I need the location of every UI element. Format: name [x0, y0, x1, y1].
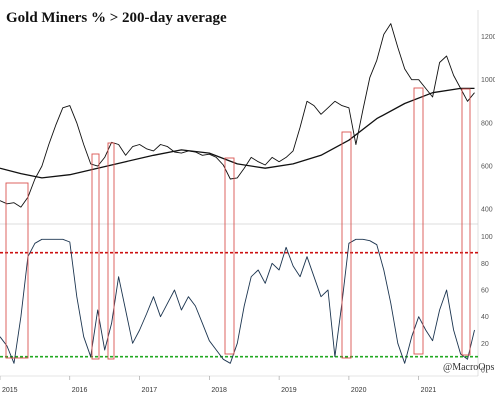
highlight-box — [5, 182, 29, 359]
top-y-ticks: 1200 1000 800 600 400 — [481, 34, 495, 214]
x-tick-label: 2017 — [142, 387, 158, 394]
highlight-boxes — [5, 87, 471, 360]
bottom-series-line — [0, 238, 475, 364]
highlight-box — [91, 153, 100, 360]
bottom-y-tick-label: 80 — [481, 261, 489, 268]
top-series-line — [0, 23, 475, 208]
x-tick-label: 2021 — [421, 387, 437, 394]
bottom-y-tick-label: 20 — [481, 341, 489, 348]
x-ticks: 2015 2016 2017 2018 2019 2020 2021 — [0, 376, 436, 394]
watermark: @MacroOps — [443, 362, 495, 373]
bottom-y-ticks: 100 80 60 40 20 0 — [481, 234, 493, 374]
top-series-group — [0, 23, 475, 208]
highlight-box — [224, 157, 235, 355]
x-tick-label: 2015 — [2, 387, 18, 394]
top-y-tick-label: 1200 — [481, 34, 495, 41]
x-tick-label: 2019 — [281, 387, 297, 394]
top-y-tick-label: 800 — [481, 120, 493, 127]
bottom-y-tick-label: 0 — [481, 368, 485, 375]
highlight-box — [461, 88, 471, 356]
bottom-y-tick-label: 100 — [481, 234, 493, 241]
highlight-box — [413, 87, 424, 355]
highlight-box — [107, 142, 115, 360]
top-series-line — [0, 87, 475, 179]
x-tick-label: 2018 — [211, 387, 227, 394]
bottom-y-tick-label: 40 — [481, 314, 489, 321]
bottom-series-group — [0, 238, 475, 364]
top-y-tick-label: 1000 — [481, 77, 495, 84]
x-tick-label: 2016 — [72, 387, 88, 394]
bottom-y-tick-label: 60 — [481, 288, 489, 295]
top-y-tick-label: 400 — [481, 207, 493, 214]
x-tick-label: 2020 — [351, 387, 367, 394]
highlight-box — [341, 131, 352, 359]
chart-title: Gold Miners % > 200-day average — [6, 10, 227, 26]
top-y-tick-label: 600 — [481, 164, 493, 171]
